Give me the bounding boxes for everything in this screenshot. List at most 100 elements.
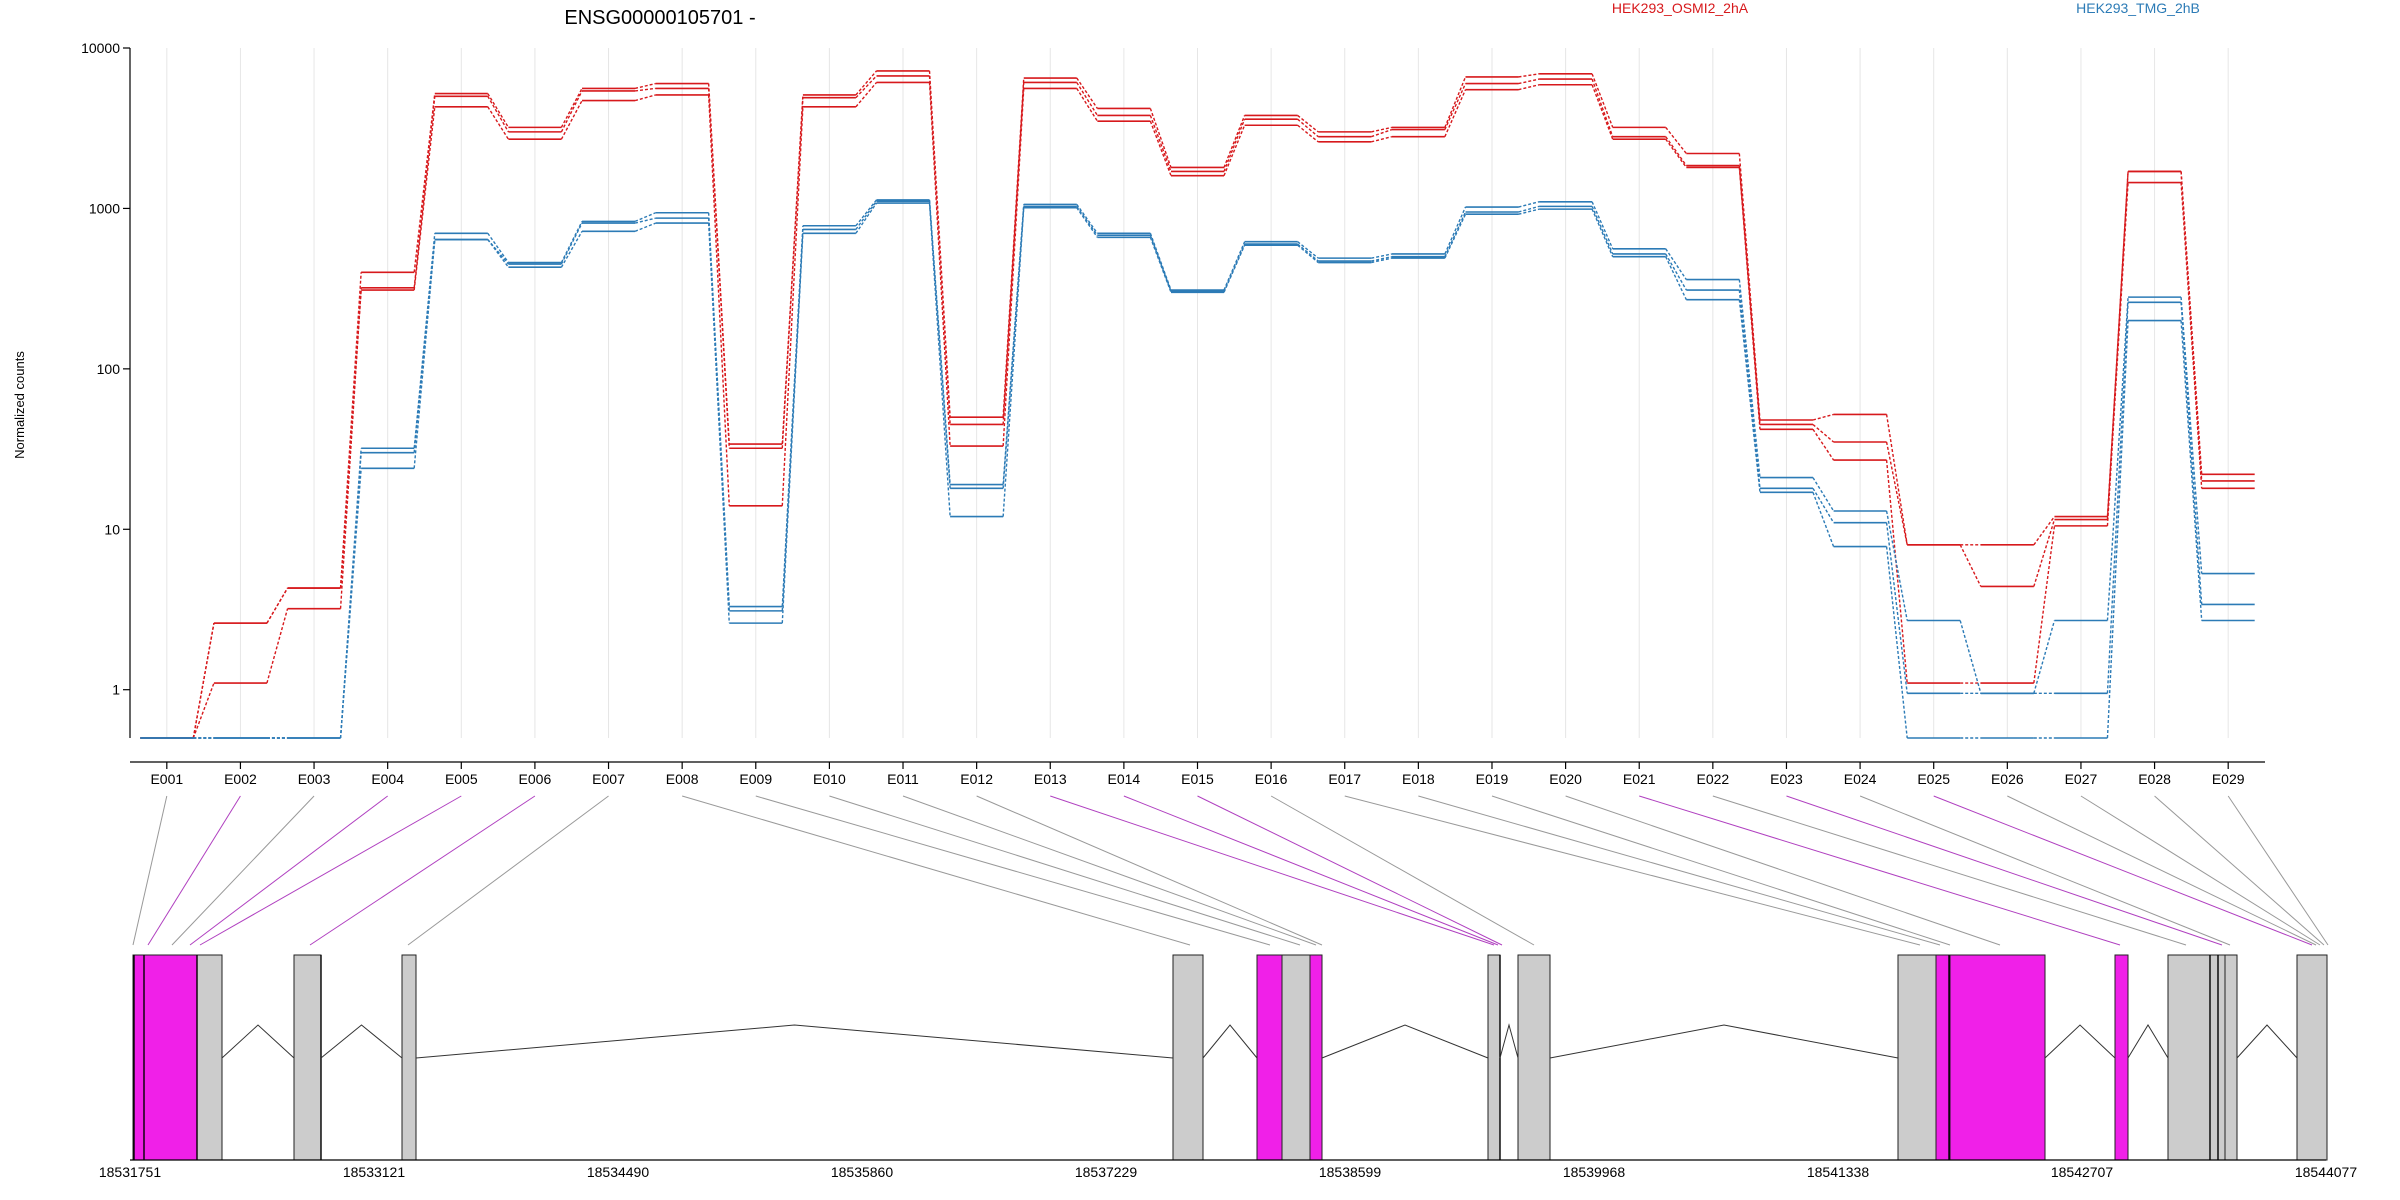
- genomic-axis-label: 18537229: [1075, 1164, 1138, 1180]
- series-1-connector: [1371, 126, 1393, 133]
- series-3-connector: [1444, 89, 1467, 137]
- series-5-connector: [1002, 206, 1025, 489]
- series-6: [140, 202, 2255, 739]
- series-6-connector: [487, 239, 509, 268]
- series-3-connector: [1149, 120, 1172, 176]
- exon-box-17: [2167, 954, 2211, 1161]
- x-tick-label-e001: E001: [150, 771, 183, 787]
- connector-e024: [1859, 795, 2231, 946]
- x-tick-label-e010: E010: [813, 771, 846, 787]
- intron-7: [1549, 1024, 1899, 1059]
- series-6-connector: [1076, 207, 1098, 238]
- series-3-connector: [1812, 428, 1835, 461]
- series-5-connector: [1076, 205, 1098, 236]
- series-3-connector: [1297, 124, 1319, 143]
- series-3-connector: [413, 106, 436, 291]
- series-4-connector: [1738, 279, 1761, 478]
- intron-8: [2044, 1024, 2116, 1059]
- series-6-connector: [2106, 320, 2129, 739]
- connector-e022: [1712, 795, 2187, 946]
- series-3-connector: [339, 289, 362, 589]
- connector-e028: [2154, 795, 2325, 946]
- series-3-connector: [2033, 525, 2056, 684]
- series-1-connector: [487, 93, 510, 128]
- legend-label-tmg[interactable]: HEK293_TMG_2hB: [2076, 0, 2200, 16]
- series-3-connector: [2106, 182, 2129, 526]
- series-2-connector: [1444, 83, 1467, 130]
- series-2-connector: [707, 88, 730, 449]
- x-tick-label-e027: E027: [2065, 771, 2098, 787]
- x-tick-label-e014: E014: [1108, 771, 1141, 787]
- connector-e020: [1565, 795, 2001, 946]
- series-2-connector: [1591, 78, 1614, 137]
- x-tick-label-e023: E023: [1770, 771, 1803, 787]
- series-2-connector: [560, 90, 583, 133]
- exon-box-8: [1256, 954, 1283, 1161]
- connector-e017: [1344, 795, 1921, 946]
- series-6-connector: [1591, 208, 1614, 257]
- x-tick-label-e011: E011: [887, 771, 919, 787]
- series-4-connector: [1444, 206, 1467, 255]
- exon-connectors: [132, 795, 2329, 946]
- series-1-connector: [1885, 414, 1908, 545]
- series-6-connector: [1665, 256, 1687, 300]
- series-1-connector: [1223, 115, 1246, 168]
- series-6-connector: [560, 230, 583, 268]
- series-6-connector: [634, 222, 656, 232]
- genomic-axis-label: 18541338: [1807, 1164, 1870, 1180]
- connector-e007: [407, 795, 609, 946]
- series-lines: [140, 70, 2255, 739]
- intron-5: [1321, 1024, 1489, 1059]
- legend-label-osmi[interactable]: HEK293_OSMI2_2hA: [1612, 0, 1749, 16]
- exon-box-11: [1487, 954, 1501, 1161]
- y-axis: 1 10 100 1000 10000: [81, 40, 131, 738]
- series-2-connector: [2180, 171, 2203, 482]
- series-2-connector: [1149, 115, 1172, 172]
- series-3-connector: [855, 81, 878, 108]
- exon-box-16: [2114, 954, 2129, 1161]
- series-6-connector: [2180, 320, 2203, 621]
- x-tick-label-e018: E018: [1402, 771, 1435, 787]
- connector-e019: [1491, 795, 1951, 946]
- genomic-axis-label: 18534490: [587, 1164, 650, 1180]
- series-3-connector: [2180, 182, 2203, 489]
- series-5-connector: [855, 200, 878, 230]
- intron-1: [221, 1024, 295, 1059]
- series-6-connector: [1002, 207, 1025, 517]
- series-5-connector: [2106, 302, 2129, 694]
- series-4-connector: [1518, 201, 1540, 208]
- series-4-connector: [1885, 510, 1908, 621]
- connector-e021: [1639, 795, 2121, 946]
- exon-box-15: [1949, 954, 2046, 1161]
- series-3-connector: [1885, 460, 1908, 684]
- connector-e016: [1270, 795, 1535, 946]
- x-tick-label-e024: E024: [1844, 771, 1877, 787]
- x-tick-label-e029: E029: [2212, 771, 2245, 787]
- series-2-connector: [266, 608, 289, 684]
- x-tick-label-e019: E019: [1476, 771, 1509, 787]
- series-3-connector: [1738, 167, 1761, 430]
- series-2-connector: [1885, 441, 1908, 545]
- series-3-connector: [1076, 88, 1098, 122]
- series-6-connector: [707, 223, 730, 624]
- genomic-axis: 18531751 18533121 18534490 18535860 18537229…: [99, 1159, 2357, 1180]
- x-tick-label-e003: E003: [298, 771, 331, 787]
- x-tick-label-e016: E016: [1255, 771, 1288, 787]
- connector-e001: [132, 795, 168, 946]
- series-4-connector: [1665, 248, 1687, 280]
- series-3-connector: [781, 106, 804, 506]
- genomic-axis-label: 18539968: [1563, 1164, 1626, 1180]
- intron-2: [320, 1024, 403, 1059]
- series-2-connector: [928, 75, 951, 425]
- connector-e014: [1123, 795, 1499, 946]
- exon-box-2: [133, 954, 145, 1161]
- series-5-connector: [1371, 256, 1393, 262]
- x-tick-label-e002: E002: [224, 771, 257, 787]
- series-2-connector: [1371, 128, 1393, 138]
- connector-e006: [309, 795, 536, 946]
- y-tick-label: 1: [112, 682, 120, 698]
- series-4-connector: [1812, 477, 1835, 512]
- connector-e002: [147, 795, 241, 946]
- series-4-connector: [2033, 620, 2056, 694]
